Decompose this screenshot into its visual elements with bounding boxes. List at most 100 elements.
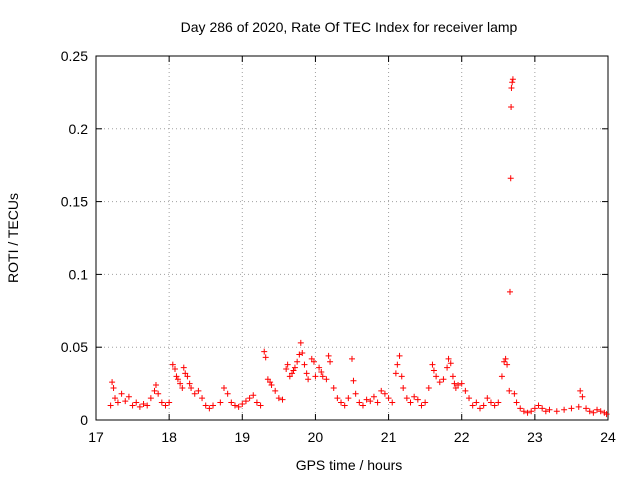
data-point xyxy=(449,373,456,380)
data-point xyxy=(290,367,297,374)
data-point xyxy=(392,370,399,377)
x-tick-label: 17 xyxy=(88,429,104,445)
x-tick-label: 21 xyxy=(381,429,397,445)
data-point xyxy=(262,354,269,361)
data-point xyxy=(603,411,610,418)
grid-lines xyxy=(96,56,608,420)
data-point xyxy=(202,402,209,409)
data-point xyxy=(173,373,180,380)
data-point xyxy=(531,405,538,412)
data-point xyxy=(261,348,268,355)
data-point xyxy=(195,387,202,394)
y-tick-label: 0.2 xyxy=(69,121,89,137)
data-point xyxy=(114,399,121,406)
data-point xyxy=(210,402,217,409)
data-point xyxy=(188,384,195,391)
data-point xyxy=(473,399,480,406)
data-point xyxy=(594,406,601,413)
data-point xyxy=(341,402,348,409)
x-tick-label: 18 xyxy=(161,429,177,445)
data-point xyxy=(338,399,345,406)
data-point xyxy=(509,79,516,86)
data-point xyxy=(242,398,249,405)
data-point xyxy=(129,402,136,409)
data-point xyxy=(125,393,132,400)
data-point xyxy=(323,376,330,383)
data-point xyxy=(447,360,454,367)
x-tick-label: 19 xyxy=(234,429,250,445)
data-point xyxy=(462,387,469,394)
data-point xyxy=(394,361,401,368)
data-point xyxy=(597,408,604,415)
data-point xyxy=(577,387,584,394)
data-point xyxy=(122,398,129,405)
data-point xyxy=(299,350,306,357)
data-point xyxy=(501,358,508,365)
data-point xyxy=(511,390,518,397)
data-point xyxy=(186,380,193,387)
y-tick-label: 0.1 xyxy=(69,266,89,282)
data-point xyxy=(109,379,116,386)
data-point xyxy=(487,399,494,406)
data-point xyxy=(246,395,253,402)
data-point xyxy=(535,402,542,409)
data-point xyxy=(349,355,355,362)
x-tick-label: 24 xyxy=(600,429,616,445)
data-point xyxy=(374,399,381,406)
data-point xyxy=(502,355,509,362)
data-point xyxy=(136,403,143,410)
data-point xyxy=(504,361,511,368)
data-points xyxy=(107,76,610,418)
data-point xyxy=(381,390,388,397)
data-point xyxy=(477,405,483,412)
data-point xyxy=(359,402,366,409)
data-point xyxy=(583,405,590,412)
data-point xyxy=(542,408,549,415)
data-point xyxy=(327,358,334,365)
data-point xyxy=(590,409,597,416)
data-point xyxy=(158,399,165,406)
data-point xyxy=(508,103,515,110)
data-point xyxy=(506,387,513,394)
data-point xyxy=(166,399,173,406)
data-point xyxy=(451,380,458,387)
y-tick-label: 0.05 xyxy=(61,339,88,355)
data-point xyxy=(498,373,505,380)
data-point xyxy=(224,390,231,397)
data-point xyxy=(284,361,291,368)
data-point xyxy=(334,395,341,402)
data-point xyxy=(118,390,125,397)
x-tick-label: 22 xyxy=(454,429,470,445)
data-point xyxy=(294,358,301,365)
data-point xyxy=(253,399,260,406)
data-point xyxy=(206,405,213,412)
data-point xyxy=(174,376,181,383)
data-point xyxy=(301,361,308,368)
data-point xyxy=(561,406,568,413)
data-point xyxy=(291,364,298,371)
data-point xyxy=(228,399,235,406)
data-point xyxy=(370,393,377,400)
data-point xyxy=(283,366,290,373)
data-point xyxy=(184,373,191,380)
data-point xyxy=(433,373,440,380)
data-point xyxy=(389,399,396,406)
data-point xyxy=(520,408,527,415)
data-point xyxy=(171,366,178,373)
data-point xyxy=(385,395,392,402)
data-point xyxy=(217,399,224,406)
data-point xyxy=(289,370,296,377)
data-point xyxy=(305,376,312,383)
x-axis-ticks: 17 18 19 20 21 22 23 24 xyxy=(88,56,616,445)
data-point xyxy=(469,402,476,409)
data-point xyxy=(268,382,275,389)
data-point xyxy=(235,403,242,410)
data-point xyxy=(239,400,246,407)
data-point xyxy=(112,395,119,402)
data-point xyxy=(257,402,264,409)
data-point xyxy=(407,399,414,406)
data-point xyxy=(403,395,410,402)
data-point xyxy=(151,387,158,394)
data-point xyxy=(400,384,407,391)
data-point xyxy=(107,402,114,409)
